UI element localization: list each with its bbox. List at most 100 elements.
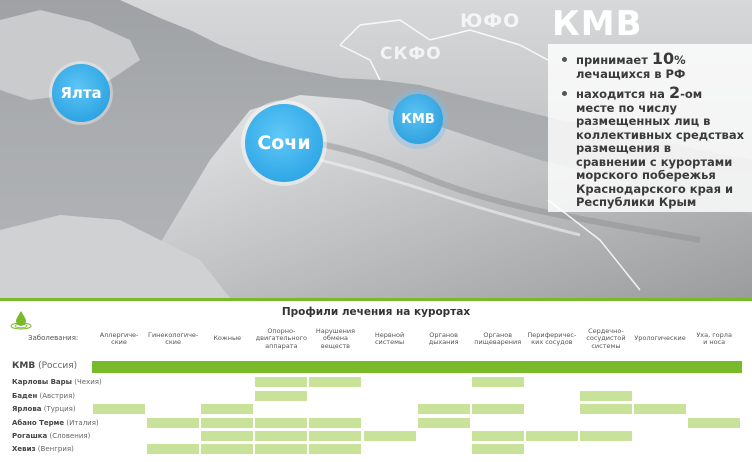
resort-country: (Австрия) <box>39 391 76 400</box>
bullet-dot-icon <box>562 91 567 96</box>
treatment-profiles-table: Профили лечения на курортах Заболевания:… <box>0 298 752 462</box>
column-header: Нервной системы <box>374 330 405 346</box>
resort-name: Абано Терме <box>12 418 65 427</box>
table-cell <box>579 390 632 401</box>
table-cell <box>634 404 687 415</box>
info-bullet-share-post: % лечащихся в РФ <box>576 53 686 81</box>
city-bubble-yalta: Ялта <box>52 64 110 122</box>
resort-country: (Венгрия) <box>37 445 74 454</box>
table-cell <box>309 377 362 388</box>
table-cell <box>146 361 201 373</box>
region-label-yufo: ЮФО <box>460 10 521 32</box>
table-cell <box>362 361 418 373</box>
table-cell <box>200 361 255 373</box>
table-cell <box>578 361 634 373</box>
table-title: Профили лечения на курортах <box>281 306 471 318</box>
info-bullet-share: принимает 10% лечащихся в РФ <box>558 49 744 81</box>
table-cell <box>417 404 470 415</box>
row-label: Абано Терме (Италия) <box>12 417 99 429</box>
bullet-dot-icon <box>562 57 567 62</box>
table-cell <box>524 361 580 373</box>
table-cell <box>579 431 632 441</box>
table-cell <box>147 444 200 455</box>
column-header: Органов пищеварения <box>474 330 522 346</box>
map-panel: ЮФО СКФО КМВ Ялта Сочи КМВ принимает 10%… <box>0 0 752 298</box>
column-header: Органов дыхания <box>428 330 459 346</box>
row-label: КМВ (Россия) <box>12 360 77 372</box>
table-cell <box>416 361 472 373</box>
info-box: принимает 10% лечащихся в РФ находится н… <box>548 44 752 212</box>
table-cell <box>255 390 308 401</box>
info-bullet-share-value: 10 <box>651 49 675 68</box>
table-cell <box>471 444 524 455</box>
table-cell <box>309 417 362 428</box>
column-header: Периферичес- ких сосудов <box>527 330 577 346</box>
info-bullet-rank-pre: находится на <box>576 87 669 101</box>
resort-country: (Чехия) <box>74 378 102 387</box>
city-bubble-kmv: КМВ <box>393 94 443 144</box>
table-cell <box>201 417 254 428</box>
info-bullet-rank: находится на 2-ом месте по числу размеще… <box>558 83 744 210</box>
table-cell <box>525 431 578 441</box>
column-header: Урологические <box>634 334 686 343</box>
column-header: Нарушения обмена веществ <box>315 326 356 350</box>
resort-country: (Россия) <box>38 361 78 371</box>
table-cell <box>470 361 526 373</box>
land-south <box>0 215 230 298</box>
column-header: Кожные <box>213 334 242 343</box>
resort-name: Карловы Вары <box>12 378 72 387</box>
column-header: Опорно- двигательного аппарата <box>255 326 308 350</box>
resort-name: Рогашка <box>12 432 48 440</box>
table-cell <box>471 377 524 388</box>
table-cell <box>255 444 308 455</box>
column-header: Сердечно- сосудистой системы <box>586 326 626 350</box>
city-bubble-sochi: Сочи <box>245 104 323 182</box>
row-header-label: Заболевания: <box>28 334 79 342</box>
district-border <box>339 19 641 291</box>
region-label-skfo: СКФО <box>380 44 442 64</box>
table-cell <box>255 431 308 441</box>
table-cell <box>147 417 200 428</box>
table-cell <box>579 404 632 415</box>
mountain-ridge-2 <box>319 158 581 237</box>
table-cell <box>93 404 146 415</box>
row-label: Хевиз (Венгрия) <box>12 443 74 455</box>
row-label: Баден (Австрия) <box>12 390 75 402</box>
table-cell <box>92 361 147 373</box>
resort-country: (Словения) <box>49 432 91 440</box>
table-cell <box>687 361 742 373</box>
table-cell <box>471 431 524 441</box>
table-cell <box>201 444 254 455</box>
column-header: Уха, горла и носа <box>696 330 732 346</box>
table-cell <box>254 361 309 373</box>
table-cell <box>201 431 254 441</box>
table-cell <box>255 377 308 388</box>
column-header: Гинекологиче- ские <box>147 330 199 346</box>
resort-name: КМВ <box>12 361 36 371</box>
table-cell <box>471 404 524 415</box>
info-bullet-share-pre: принимает <box>576 53 652 67</box>
table-cell <box>201 404 254 415</box>
info-bullet-rank-value: 2 <box>668 83 681 102</box>
resort-name: Ярлова <box>12 405 42 414</box>
table-cell <box>417 417 470 428</box>
table-cell <box>688 417 741 428</box>
row-label: Рогашка (Словения) <box>12 430 90 442</box>
mountain-ridge <box>299 137 701 243</box>
info-bullet-rank-post: -ом месте по числу размещенных лиц в кол… <box>576 87 744 209</box>
table-cell <box>363 431 416 441</box>
row-label: Ярлова (Турция) <box>12 403 76 415</box>
resort-name: Хевиз <box>12 445 36 454</box>
divider <box>0 298 752 301</box>
table-cell <box>309 431 362 441</box>
row-label: Карловы Вары (Чехия) <box>12 376 102 388</box>
column-header: Аллергиче- ские <box>99 330 139 346</box>
table-cell <box>255 417 308 428</box>
table-cell <box>308 361 363 373</box>
table-cell <box>309 444 362 455</box>
water-drop-icon <box>10 311 32 330</box>
resort-country: (Италия) <box>66 418 99 427</box>
resort-name: Баден <box>12 391 38 400</box>
map-title: КМВ <box>552 4 643 44</box>
table-cell <box>633 361 688 373</box>
